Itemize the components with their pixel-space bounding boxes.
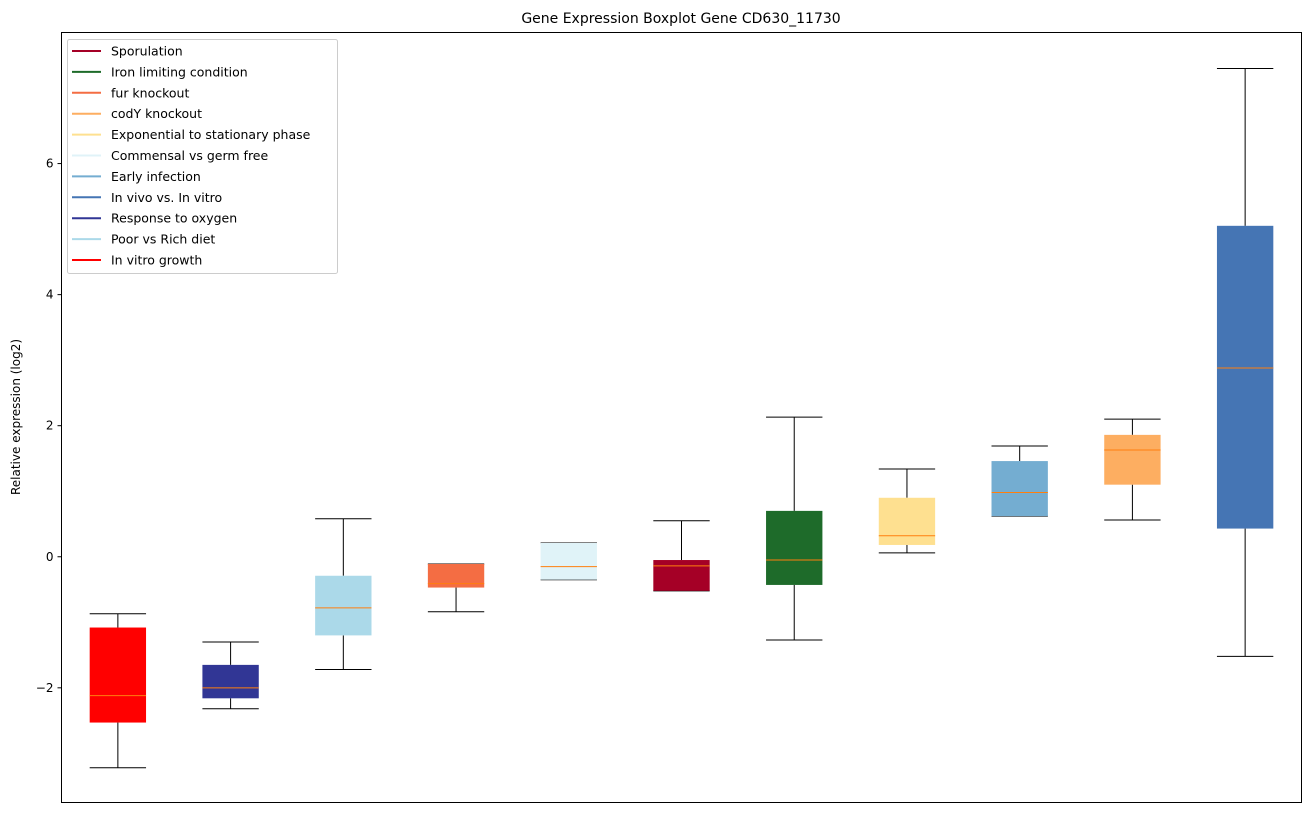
legend-item: Poor vs Rich diet xyxy=(72,232,215,247)
legend-label: In vivo vs. In vitro xyxy=(111,190,222,205)
legend: Sporulation Iron limiting condition fur kn… xyxy=(67,39,338,274)
legend-label: Commensal vs germ free xyxy=(111,148,268,163)
y-tick-label: 4 xyxy=(46,288,54,302)
y-axis-label: Relative expression (log2) xyxy=(9,339,23,495)
legend-item: fur knockout xyxy=(72,85,189,100)
box-commensal-vs-germ-free xyxy=(540,542,597,581)
legend-label: Early infection xyxy=(111,169,201,184)
legend-item: In vitro growth xyxy=(72,253,202,268)
y-tick-label: 0 xyxy=(46,550,54,564)
box-fur-knockout xyxy=(427,563,485,613)
legend-item: In vivo vs. In vitro xyxy=(72,190,222,205)
box-early-infection xyxy=(991,445,1048,517)
box-poor-vs-rich-diet xyxy=(315,518,372,670)
legend-label: codY knockout xyxy=(111,106,202,121)
plot-frame xyxy=(61,32,1302,803)
box-iqr xyxy=(766,510,823,585)
box-iqr xyxy=(991,461,1048,517)
box-in-vitro-growth xyxy=(89,613,147,769)
legend-label: In vitro growth xyxy=(111,253,202,268)
chart-title: Gene Expression Boxplot Gene CD630_11730 xyxy=(521,11,840,27)
legend-item: Sporulation xyxy=(72,44,183,59)
y-tick-label: −2 xyxy=(36,681,54,695)
legend-item: Exponential to stationary phase xyxy=(72,127,311,142)
box-iqr xyxy=(1216,225,1274,529)
box-in-vivo-vs-in-vitro xyxy=(1216,68,1274,657)
legend-item: Commensal vs germ free xyxy=(72,148,268,163)
legend-label: fur knockout xyxy=(111,85,189,100)
box-iqr xyxy=(540,542,597,580)
legend-frame xyxy=(67,39,338,274)
box-iqr xyxy=(653,560,710,591)
boxes xyxy=(89,68,1274,769)
box-iqr xyxy=(1104,434,1161,485)
legend-label: Exponential to stationary phase xyxy=(111,127,311,142)
box-iqr xyxy=(89,627,147,723)
box-iqr xyxy=(315,575,372,636)
box-response-to-oxygen xyxy=(202,641,259,710)
box-iron-limiting-condition xyxy=(766,416,823,641)
y-tick-label: 2 xyxy=(46,419,54,433)
legend-label: Iron limiting condition xyxy=(111,64,248,79)
legend-label: Poor vs Rich diet xyxy=(111,232,215,247)
y-ticks: −2 0 2 4 6 xyxy=(36,157,62,695)
box-iqr xyxy=(878,497,936,545)
box-iqr xyxy=(202,664,259,699)
box-sporulation xyxy=(653,520,710,592)
legend-item: Early infection xyxy=(72,169,201,184)
y-tick-label: 6 xyxy=(46,157,54,171)
legend-item: codY knockout xyxy=(72,106,202,121)
box-exponential-to-stationary-phase xyxy=(878,468,936,554)
box-iqr xyxy=(427,563,485,588)
legend-label: Sporulation xyxy=(111,44,183,59)
box-cody-knockout xyxy=(1104,418,1161,521)
legend-label: Response to oxygen xyxy=(111,211,237,226)
legend-item: Iron limiting condition xyxy=(72,64,248,79)
legend-item: Response to oxygen xyxy=(72,211,237,226)
